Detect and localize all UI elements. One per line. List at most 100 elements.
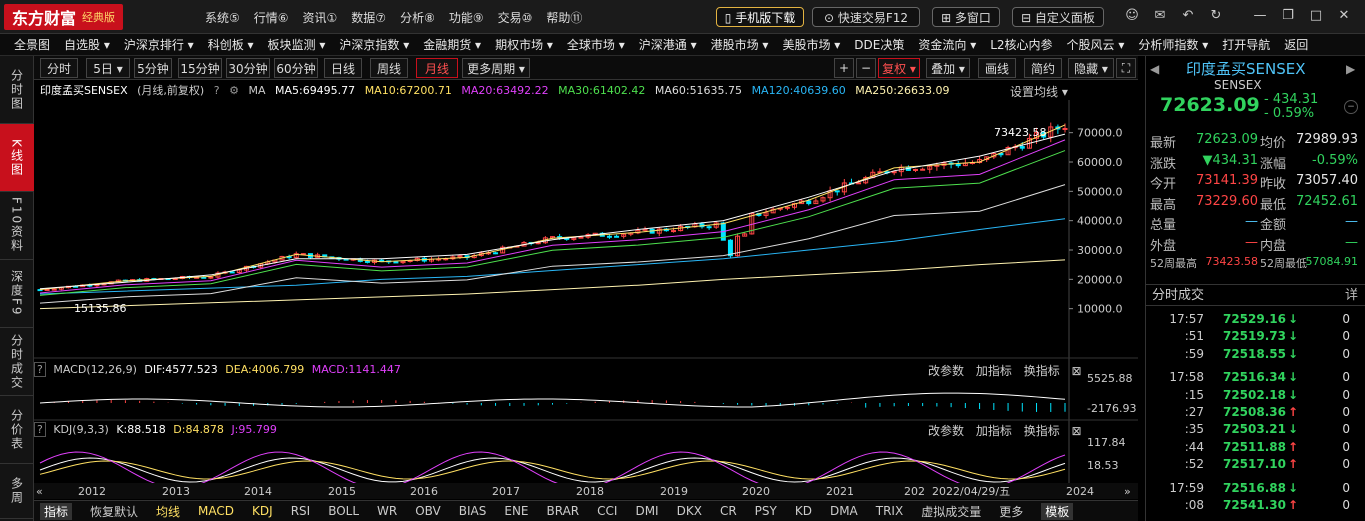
menu-function[interactable]: 功能⑨	[448, 10, 484, 25]
kdj-add-button[interactable]: 加指标	[975, 424, 1012, 438]
multi-window-button[interactable]: ⊞ 多窗口	[932, 7, 1000, 27]
period-5min[interactable]: 5分钟	[134, 58, 172, 78]
nav-item[interactable]: 返回	[1284, 38, 1309, 52]
indicator-tab[interactable]: KDJ	[252, 504, 273, 518]
kdj-help-icon[interactable]: ?	[34, 422, 46, 437]
period-intraday[interactable]: 分时	[40, 58, 78, 78]
indicator-tab[interactable]: BIAS	[458, 504, 487, 518]
next-icon[interactable]: ▶	[1346, 62, 1356, 76]
period-30min[interactable]: 30分钟	[226, 58, 270, 78]
user-icon[interactable]: ☺	[1125, 8, 1139, 23]
kdj-param-button[interactable]: 改参数	[928, 424, 965, 438]
tab-kline[interactable]: K线图	[0, 124, 34, 192]
macd-add-button[interactable]: 加指标	[975, 364, 1012, 378]
indicator-tab[interactable]: BRAR	[546, 504, 580, 518]
nav-item[interactable]: 金融期货 ▾	[423, 38, 482, 52]
draw-line-button[interactable]: 画线	[978, 58, 1016, 78]
indicator-tab[interactable]: DMI	[635, 504, 659, 518]
indicator-tab[interactable]: WR	[377, 504, 398, 518]
quick-trade-button[interactable]: ⊙ 快速交易F12	[812, 7, 920, 27]
nav-item[interactable]: 资金流向 ▾	[918, 38, 977, 52]
nav-item[interactable]: 期权市场 ▾	[495, 38, 553, 52]
simple-button[interactable]: 简约	[1024, 58, 1062, 78]
indicator-tab[interactable]: 虚拟成交量	[921, 504, 982, 519]
close-icon[interactable]: ✕	[1338, 8, 1350, 23]
indicator-tab[interactable]: RSI	[290, 504, 311, 518]
period-15min[interactable]: 15分钟	[178, 58, 222, 78]
menu-help[interactable]: 帮助⑪	[546, 10, 583, 25]
menu-system[interactable]: 系统⑤	[205, 10, 240, 25]
period-5day[interactable]: 5日 ▾	[86, 58, 130, 78]
zoom-in-button[interactable]: +	[834, 58, 854, 78]
nav-item[interactable]: 科创板 ▾	[207, 38, 254, 52]
indicator-tab[interactable]: TRIX	[875, 504, 904, 518]
add-watch-icon[interactable]: −	[1344, 100, 1358, 114]
nav-item[interactable]: 自选股 ▾	[64, 38, 110, 52]
tab-ticks[interactable]: 分时成交	[0, 328, 34, 396]
more-indicators-button[interactable]: 更多	[999, 504, 1024, 519]
custom-panel-button[interactable]: ⊟ 自定义面板	[1012, 7, 1104, 27]
nav-item[interactable]: 沪深港通 ▾	[638, 38, 697, 52]
indicator-tab[interactable]: PSY	[754, 504, 777, 518]
nav-item[interactable]: 全景图	[14, 38, 51, 52]
period-60min[interactable]: 60分钟	[274, 58, 318, 78]
period-week[interactable]: 周线	[370, 58, 408, 78]
refresh-icon[interactable]: ↻	[1210, 8, 1222, 23]
ticks-detail-button[interactable]: 详	[1344, 288, 1358, 303]
gear-icon[interactable]: ⚙	[229, 84, 239, 97]
nav-item[interactable]: 港股市场 ▾	[710, 38, 769, 52]
indicator-tab[interactable]: CR	[719, 504, 737, 518]
indicator-tab[interactable]: ENE	[504, 504, 529, 518]
period-more[interactable]: 更多周期 ▾	[462, 58, 530, 78]
zoom-out-button[interactable]: −	[856, 58, 876, 78]
macd-switch-button[interactable]: 换指标	[1023, 364, 1060, 378]
indicator-tab[interactable]: KD	[794, 504, 812, 518]
nav-item[interactable]: 分析师指数 ▾	[1138, 38, 1209, 52]
kdj-close-icon[interactable]: ⊠	[1071, 424, 1082, 438]
nav-item[interactable]: DDE决策	[854, 38, 905, 52]
macd-help-icon[interactable]: ?	[34, 362, 46, 377]
set-ma-dropdown[interactable]: 设置均线 ▾	[1010, 85, 1068, 99]
tab-multi-period[interactable]: 多周	[0, 464, 34, 519]
nav-item[interactable]: 全球市场 ▾	[566, 38, 625, 52]
macd-param-button[interactable]: 改参数	[928, 364, 965, 378]
indicator-tab[interactable]: OBV	[415, 504, 441, 518]
indicator-tab[interactable]: BOLL	[328, 504, 360, 518]
period-day[interactable]: 日线	[324, 58, 362, 78]
tab-f10[interactable]: F10资料	[0, 192, 34, 260]
maximize-icon[interactable]: □	[1309, 8, 1323, 23]
mail-icon[interactable]: ✉	[1154, 8, 1166, 23]
minimize-icon[interactable]: —	[1253, 8, 1267, 23]
undo-icon[interactable]: ↶	[1182, 8, 1194, 23]
restore-icon[interactable]: ❐	[1282, 8, 1294, 23]
nav-item[interactable]: 美股市场 ▾	[782, 38, 841, 52]
kline-chart[interactable]: 73423.58 15135.86 70000.0 60000.0 50000.0 40…	[34, 100, 1138, 500]
hide-dropdown[interactable]: 隐藏 ▾	[1068, 58, 1114, 78]
nav-item[interactable]: 沪深京排行 ▾	[123, 38, 194, 52]
indicator-tab[interactable]: DMA	[829, 504, 858, 518]
mobile-download-button[interactable]: ▯ 手机版下载	[716, 7, 804, 27]
kdj-switch-button[interactable]: 换指标	[1023, 424, 1060, 438]
indicator-tab[interactable]: 均线	[156, 504, 181, 519]
prev-icon[interactable]: ◀	[1150, 62, 1160, 76]
tab-depth[interactable]: 深度F9	[0, 260, 34, 328]
nav-item[interactable]: L2核心内参	[990, 38, 1053, 52]
period-month[interactable]: 月线	[416, 58, 458, 78]
help-icon[interactable]: ?	[213, 84, 220, 97]
tab-intraday[interactable]: 分时图	[0, 56, 34, 124]
nav-item[interactable]: 板块监测 ▾	[267, 38, 326, 52]
indicator-tab[interactable]: DKX	[676, 504, 702, 518]
nav-item[interactable]: 个股风云 ▾	[1066, 38, 1125, 52]
overlay-dropdown[interactable]: 叠加 ▾	[926, 58, 970, 78]
menu-quotes[interactable]: 行情⑥	[253, 10, 289, 25]
nav-item[interactable]: 沪深京指数 ▾	[339, 38, 410, 52]
indicator-tab[interactable]: CCI	[597, 504, 618, 518]
adjust-dropdown[interactable]: 复权 ▾	[878, 58, 920, 78]
indicator-tab[interactable]: 指标	[40, 502, 73, 520]
menu-news[interactable]: 资讯①	[302, 10, 338, 25]
nav-item[interactable]: 打开导航	[1222, 38, 1271, 52]
tab-price-table[interactable]: 分价表	[0, 396, 34, 464]
menu-analysis[interactable]: 分析⑧	[400, 10, 435, 25]
template-button[interactable]: 模板	[1041, 502, 1074, 520]
indicator-tab[interactable]: MACD	[198, 504, 235, 518]
